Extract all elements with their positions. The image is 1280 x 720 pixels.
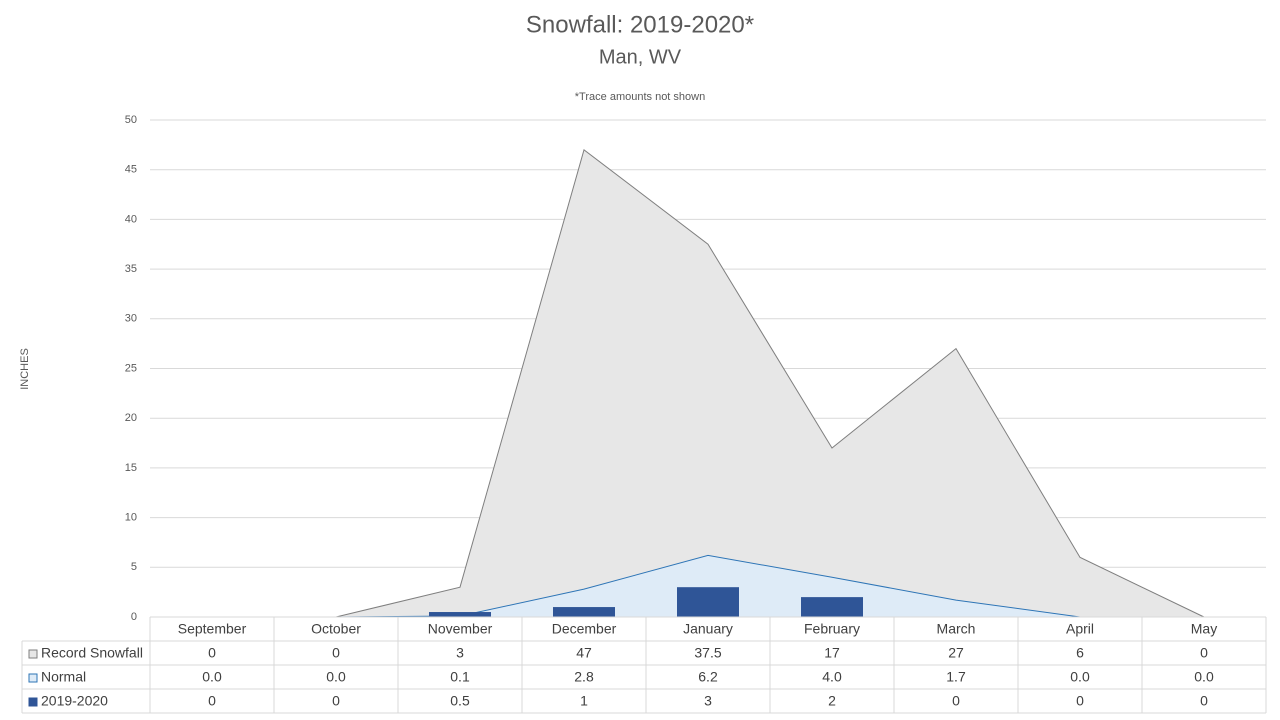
table-value: 27 — [948, 645, 964, 661]
x-tick-label: January — [683, 621, 733, 637]
x-tick-label: May — [1191, 621, 1217, 637]
y-tick-label: 25 — [125, 362, 137, 374]
x-tick-label: December — [552, 621, 617, 637]
annotation: *Trace amounts not shown — [575, 91, 705, 103]
y-tick-label: 45 — [125, 164, 137, 176]
table-value: 0.0 — [202, 669, 222, 685]
table-value: 3 — [704, 693, 712, 709]
table-value: 0.1 — [450, 669, 470, 685]
y-tick-label: 0 — [131, 611, 137, 623]
table-value: 1 — [580, 693, 588, 709]
table-value: 0.5 — [450, 693, 470, 709]
table-value: 0 — [1200, 645, 1208, 661]
y-tick-label: 40 — [125, 213, 137, 225]
chart-title: Snowfall: 2019-2020* — [526, 11, 754, 38]
table-value: 0 — [332, 693, 340, 709]
table-value: 1.7 — [946, 669, 966, 685]
y-tick-label: 15 — [125, 462, 137, 474]
y-tick-label: 5 — [131, 561, 137, 573]
table-value: 0 — [952, 693, 960, 709]
table-value: 0 — [332, 645, 340, 661]
x-tick-label: March — [937, 621, 976, 637]
area — [212, 555, 1204, 617]
x-tick-label: September — [178, 621, 247, 637]
legend-label: 2019-2020 — [41, 693, 108, 709]
table-value: 0.0 — [1194, 669, 1214, 685]
table-value: 0 — [1200, 693, 1208, 709]
legend-label: Record Snowfall — [41, 645, 143, 661]
x-tick-label: October — [311, 621, 361, 637]
table-value: 0 — [208, 693, 216, 709]
y-tick-label: 20 — [125, 412, 137, 424]
table-value: 0 — [1076, 693, 1084, 709]
bar — [429, 612, 491, 617]
area-line — [212, 148, 1205, 618]
y-axis-label: INCHES — [19, 348, 31, 390]
table-value: 37.5 — [694, 645, 721, 661]
bar — [677, 587, 739, 617]
bar — [801, 597, 863, 617]
table-value: 47 — [576, 645, 592, 661]
table-value: 6 — [1076, 645, 1084, 661]
area — [212, 149, 1204, 617]
y-tick-label: 35 — [125, 263, 137, 275]
chart-subtitle: Man, WV — [599, 46, 682, 68]
table-value: 4.0 — [822, 669, 842, 685]
legend-label: Normal — [41, 669, 86, 685]
legend-key — [28, 649, 38, 659]
table-value: 0.0 — [326, 669, 346, 685]
y-tick-label: 10 — [125, 512, 137, 524]
x-tick-label: April — [1066, 621, 1094, 637]
table-value: 6.2 — [698, 669, 718, 685]
table-value: 0.0 — [1070, 669, 1090, 685]
bar — [553, 607, 615, 617]
y-tick-label: 30 — [125, 313, 137, 325]
legend-key — [28, 697, 38, 707]
table-value: 0 — [208, 645, 216, 661]
y-tick-label: 50 — [125, 114, 137, 126]
x-tick-label: February — [804, 621, 860, 637]
x-tick-label: November — [428, 621, 493, 637]
table-value: 3 — [456, 645, 464, 661]
table-value: 2.8 — [574, 669, 594, 685]
table-value: 2 — [828, 693, 836, 709]
table-value: 17 — [824, 645, 840, 661]
legend-key — [28, 673, 38, 683]
